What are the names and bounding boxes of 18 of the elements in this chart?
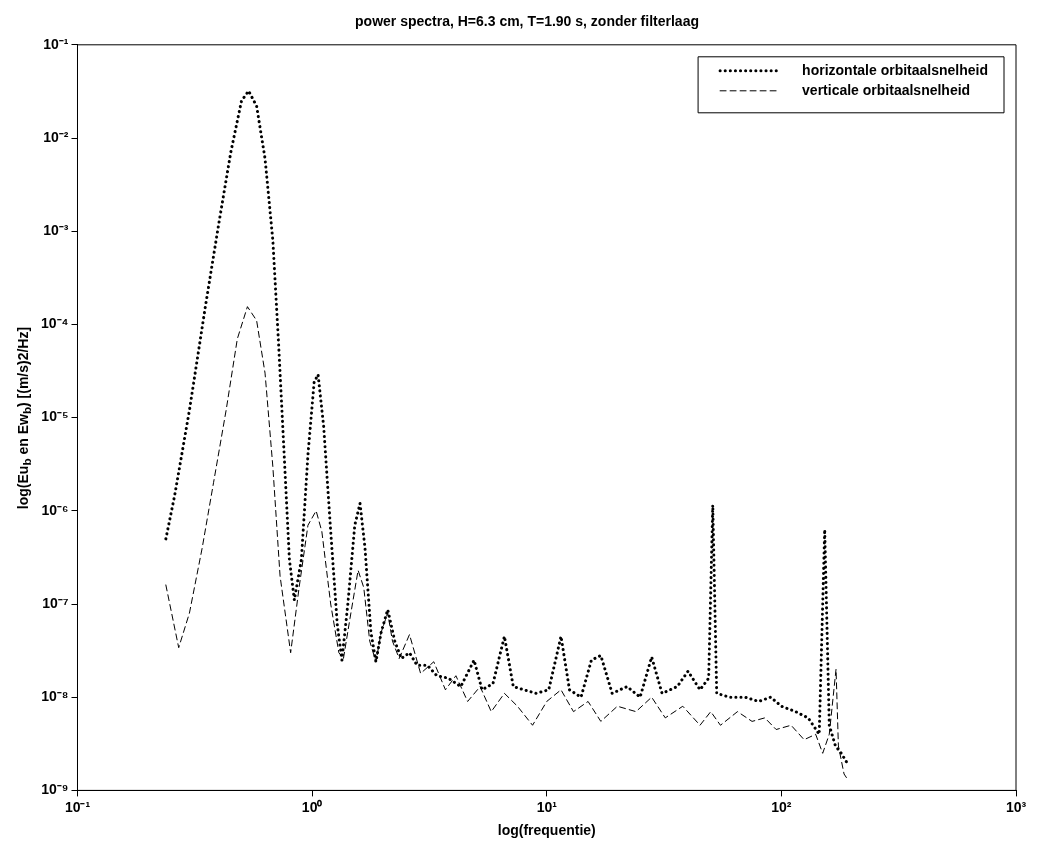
legend-label: verticale orbitaalsnelheid xyxy=(802,81,971,98)
x-axis-title: log(frequentie) xyxy=(497,822,596,839)
y-tick-label: 10⁻⁷ xyxy=(42,594,69,611)
y-tick-label: 10⁻⁵ xyxy=(41,408,69,425)
y-tick-label: 10⁻⁹ xyxy=(41,781,69,798)
y-tick-label: 10⁻² xyxy=(43,128,69,145)
x-tick-label: 10³ xyxy=(1005,798,1027,815)
y-tick-label: 10⁻⁸ xyxy=(41,688,69,705)
x-tick-label: 10⁻¹ xyxy=(64,798,91,815)
x-tick-label: 10² xyxy=(771,798,792,815)
x-tick-label: 10¹ xyxy=(536,798,558,815)
legend-label: horizontale orbitaalsnelheid xyxy=(802,61,988,78)
x-tick-label: 10⁰ xyxy=(301,798,323,815)
y-tick-label: 10⁻⁴ xyxy=(41,315,69,332)
y-tick-label: 10⁻³ xyxy=(43,222,69,239)
chart-title: power spectra, H=6.3 cm, T=1.90 s, zonder filterlaag xyxy=(355,13,699,30)
y-tick-label: 10⁻⁶ xyxy=(41,501,69,518)
y-tick-label: 10⁻¹ xyxy=(43,35,69,52)
